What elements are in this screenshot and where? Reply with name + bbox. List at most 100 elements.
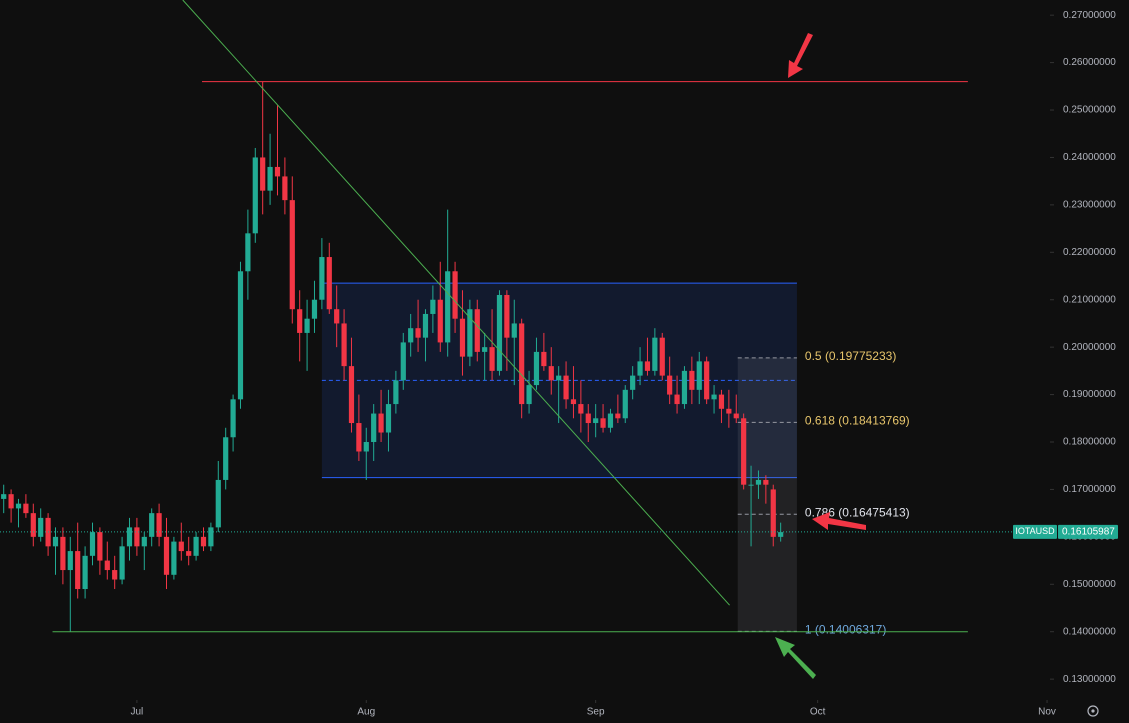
candle-body: [186, 551, 192, 556]
red-arrow-right: [812, 512, 866, 530]
candle-body: [334, 309, 340, 324]
candle-body: [163, 536, 170, 575]
settings-icon[interactable]: [1087, 705, 1099, 717]
candle-body: [193, 536, 199, 556]
candle-body: [667, 375, 673, 395]
candle-body: [741, 418, 747, 485]
candle-body: [496, 294, 503, 371]
x-tick-label: Nov: [1038, 707, 1056, 718]
fib-label: 0.786 (0.16475413): [805, 505, 910, 519]
candle-body: [652, 337, 658, 371]
candle-body: [622, 389, 628, 419]
candle-body: [778, 532, 784, 537]
candle-body: [134, 527, 140, 547]
symbol-label: IOTAUSD: [1015, 526, 1055, 536]
candle-body: [763, 479, 769, 485]
candle-body: [1, 494, 7, 499]
candle-body: [119, 546, 125, 580]
candle-body: [38, 517, 44, 537]
candle-body: [267, 166, 273, 191]
x-tick-label: Oct: [810, 707, 826, 718]
y-tick-label: 0.15000000: [1063, 579, 1116, 590]
candle-body: [252, 157, 258, 234]
candle-body: [112, 570, 118, 580]
candle-body: [326, 257, 332, 310]
y-tick-label: 0.21000000: [1063, 294, 1116, 305]
y-tick-label: 0.19000000: [1063, 389, 1116, 400]
arrows: [775, 33, 866, 679]
candle-body: [681, 370, 688, 405]
candle-body: [215, 479, 221, 528]
x-tick-label: Aug: [357, 707, 375, 718]
candles: [1, 81, 784, 632]
candle-body: [378, 413, 384, 433]
candle-body: [704, 361, 710, 400]
candle-body: [126, 527, 133, 547]
fib-label: 1 (0.14006317): [805, 623, 886, 637]
candle-body: [570, 399, 577, 405]
candle-body: [319, 257, 325, 300]
candle-body: [408, 328, 414, 343]
candle-body: [630, 375, 636, 390]
candle-body: [282, 176, 288, 201]
candle-body: [511, 323, 517, 338]
candle-body: [237, 271, 244, 400]
candle-body: [437, 299, 443, 343]
candle-body: [489, 347, 495, 371]
candle-body: [585, 413, 591, 424]
price-tag: [1058, 524, 1118, 539]
candle-body: [67, 551, 73, 571]
candle-body: [385, 404, 392, 433]
y-tick-label: 0.13000000: [1063, 674, 1116, 685]
candle-body: [60, 536, 66, 571]
settings-icon-ring[interactable]: [1087, 705, 1099, 717]
candle-body: [274, 166, 281, 177]
candle-body: [726, 408, 732, 414]
candle-body: [467, 309, 473, 357]
candle-body: [615, 413, 621, 419]
candle-body: [519, 323, 525, 405]
red-arrow-top: [788, 33, 813, 78]
candle-body: [526, 385, 532, 405]
trendline: [182, 0, 730, 606]
candle-body: [548, 366, 554, 381]
candle-body: [755, 479, 762, 485]
candle-body: [223, 437, 229, 480]
candle-body: [748, 484, 754, 486]
candle-body: [208, 527, 214, 547]
symbol-tag: [1013, 524, 1057, 539]
candle-body: [356, 423, 362, 452]
y-tick-label: 0.17000000: [1063, 484, 1116, 495]
candle-body: [459, 318, 466, 357]
candle-body: [733, 413, 739, 419]
y-tick-label: 0.14000000: [1063, 626, 1116, 637]
candle-body: [89, 532, 96, 556]
candle-body: [75, 551, 81, 590]
candle-body: [770, 489, 776, 537]
candle-body: [15, 503, 22, 509]
y-tick-label: 0.23000000: [1063, 200, 1116, 211]
candle-body: [504, 294, 510, 338]
candle-body: [607, 413, 614, 428]
candle-body: [200, 536, 207, 547]
y-tick-label: 0.22000000: [1063, 247, 1116, 258]
y-tick-label: 0.27000000: [1063, 10, 1116, 21]
y-tick-label: 0.26000000: [1063, 57, 1116, 68]
candle-body: [659, 337, 665, 376]
candle-body: [452, 271, 458, 319]
candle-body: [297, 309, 303, 333]
candle-body: [689, 370, 695, 390]
candle-body: [178, 541, 184, 552]
candle-body: [141, 536, 147, 547]
y-tick-label: 0.24000000: [1063, 152, 1116, 163]
candle-body: [341, 323, 347, 367]
candle-body: [600, 418, 606, 428]
candle-body: [400, 342, 406, 381]
candle-body: [304, 318, 310, 333]
candle-body: [289, 200, 295, 310]
settings-icon-dot[interactable]: [1091, 709, 1095, 713]
price-label: 0.16105987: [1062, 526, 1115, 537]
candle-body: [8, 494, 14, 509]
